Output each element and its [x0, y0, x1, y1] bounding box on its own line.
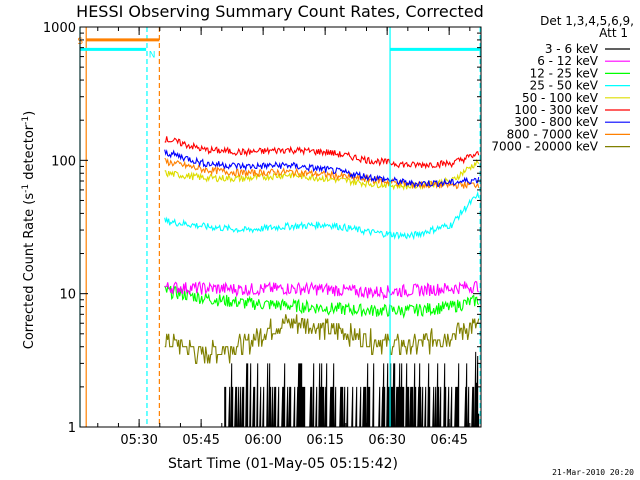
y-axis-label-main: Corrected Count Rate (s [22, 193, 37, 350]
x-tick-label: 06:00 [244, 433, 281, 448]
y-axis-label-mid: detector [22, 124, 37, 184]
series-line-7000-20000-kev [164, 314, 480, 364]
x-tick-label: 06:15 [306, 433, 343, 448]
y-axis-label-end: ) [22, 111, 37, 116]
legend-label-50-100-kev: 50 - 100 keV [522, 91, 599, 105]
y-tick-label: 100 [51, 154, 76, 169]
axes-group: 1 10 100 1000 05:30 05:45 06:00 06:15 06:30 06:45 [43, 21, 481, 448]
series-line-25-50-kev [164, 190, 480, 241]
y-axis-label-sup1: -1 [21, 184, 31, 193]
flag-label-n: N [149, 50, 156, 60]
series-line-12-25-kev [164, 285, 480, 319]
x-tick-label: 05:45 [182, 433, 219, 448]
legend-label-12-25-kev: 12 - 25 keV [530, 66, 599, 80]
legend-header-line1: Det 1,3,4,5,6,9, [540, 14, 634, 28]
legend-header-line2: Att 1 [599, 26, 628, 40]
legend-label-800-7000-kev: 800 - 7000 keV [507, 127, 599, 141]
series-line-100-300-kev [164, 136, 480, 170]
y-axis-label-sup2: -1 [21, 116, 31, 125]
legend-label-3-6-kev: 3 - 6 keV [545, 42, 599, 56]
series-line-3-6-kev [224, 351, 480, 428]
y-tick-label: 10 [59, 288, 76, 303]
legend-label-6-12-kev: 6 - 12 keV [537, 54, 599, 68]
timestamp-label: 21-Mar-2010 20:20 [552, 468, 634, 477]
series-group [164, 136, 480, 428]
legend-label-25-50-kev: 25 - 50 keV [530, 79, 599, 93]
x-tick-label: 05:30 [120, 433, 157, 448]
x-tick-label: 06:45 [430, 433, 467, 448]
chart-title: HESSI Observing Summary Count Rates, Cor… [76, 2, 484, 21]
y-tick-label: 1000 [43, 21, 76, 36]
plot-frame [79, 26, 482, 428]
series-line-300-800-kev [164, 149, 480, 189]
legend-label-300-800-kev: 300 - 800 keV [514, 115, 598, 129]
legend-label-7000-20000-kev: 7000 - 20000 keV [491, 140, 598, 154]
y-axis-label: Corrected Count Rate (s-1 detector-1) [21, 111, 37, 349]
legend-label-100-300-kev: 100 - 300 keV [514, 103, 598, 117]
series-line-6-12-kev [164, 280, 480, 300]
x-axis-label: Start Time (01-May-05 05:15:42) [168, 456, 398, 472]
y-tick-label: 1 [68, 421, 76, 436]
x-tick-label: 06:30 [368, 433, 405, 448]
